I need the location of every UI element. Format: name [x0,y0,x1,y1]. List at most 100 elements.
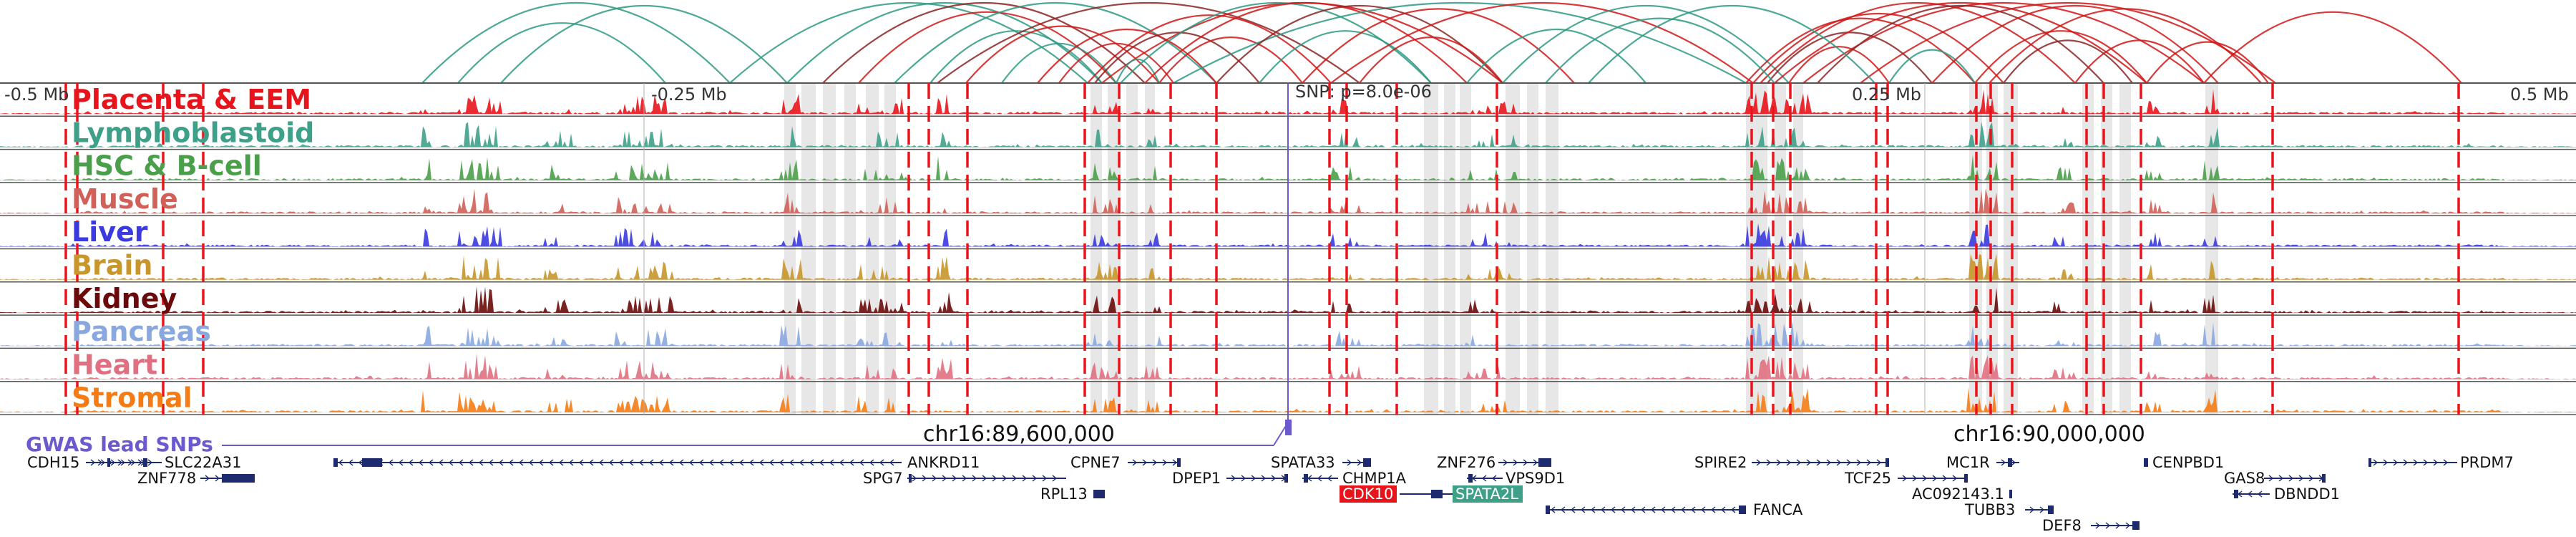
snp-marker-lines [64,83,2460,415]
strand-arrow [839,459,844,466]
strand-arrow [2115,522,2121,529]
strand-arrow [1172,459,1178,466]
chromatin-loop [421,1,731,84]
axis-tick-minus-0-5: -0.5 Mb [4,84,69,105]
chromatin-loop [1974,30,2147,84]
strand-arrow [698,459,704,466]
axis-ticks: -0.5 Mb -0.25 Mb 0.25 Mb 0.5 Mb SNP: p=8… [4,82,2569,105]
gene-exon [1431,490,1443,498]
strand-arrow [438,459,444,466]
strand-arrow [2011,459,2016,466]
strand-arrow [618,459,624,466]
strand-arrow [1491,475,1497,482]
gene-label-mc1r: MC1R [1946,454,1990,471]
gene-exon [1885,458,1889,467]
strand-arrow [922,475,927,482]
strand-arrow [215,475,220,482]
strand-arrow [849,459,854,466]
strand-arrow [97,459,103,466]
strand-arrow [468,459,474,466]
strand-arrow [568,459,574,466]
strand-arrow [1710,506,1716,513]
strand-arrow [1620,506,1626,513]
strand-arrow [728,459,734,466]
chromatin-loop [1001,42,1117,84]
track-label-5: Brain [72,250,152,281]
strand-arrow [1922,475,1928,482]
strand-arrow [2298,475,2304,482]
chromatin-loop [1989,8,2262,84]
axis-tick-0-25: 0.25 Mb [1852,84,1921,105]
signal-track-2 [0,155,2576,180]
track-label-6: Kidney [72,283,177,314]
strand-arrow [1836,459,1842,466]
strand-arrow [558,459,564,466]
gene-exon [2322,474,2326,483]
gene-label-ac092143-1: AC092143.1 [1912,485,2004,503]
strand-arrow [809,459,814,466]
chromatin-loop [1037,29,1217,84]
strand-arrow [1261,475,1267,482]
gene-exon [1538,458,1551,467]
strand-arrow [1347,459,1352,466]
strand-arrow [1866,459,1872,466]
strand-arrow [1231,475,1236,482]
strand-arrow [708,459,714,466]
strand-arrow [1162,459,1168,466]
strand-arrow [668,459,674,466]
gene-exon [1739,505,1746,514]
strand-arrow [992,475,997,482]
gene-label-tcf25: TCF25 [1844,470,1891,487]
strand-arrow [1786,459,1792,466]
strand-arrow [789,459,794,466]
strand-arrow [859,459,864,466]
strand-arrow [205,475,210,482]
strand-arrow [648,459,654,466]
gene-exon [1284,474,1288,483]
gene-exon [107,458,110,467]
strand-arrow [2095,522,2101,529]
chromatin-loop [1259,30,1432,84]
strand-arrow [1570,506,1576,513]
strand-arrow [769,459,774,466]
strand-arrow [358,459,364,466]
strand-arrow [418,459,424,466]
strand-arrow [1912,475,1918,482]
strand-arrow [488,459,494,466]
chromatin-loop [894,1,1217,84]
strand-arrow [1251,475,1257,482]
strand-arrow [538,459,544,466]
chromatin-loop [1173,1,1747,84]
chromatin-loop [1101,1,1503,84]
gene-label-cdk10: CDK10 [1342,485,1393,503]
strand-arrow [889,459,894,466]
gene-label-spata33: SPATA33 [1271,454,1335,471]
chromatin-loop [1588,5,1875,84]
strand-arrow [1766,459,1772,466]
chromatin-loop [786,1,1103,84]
strand-arrow [1317,475,1322,482]
coordinate-label-right: chr16:90,000,000 [1953,422,2145,447]
chromatin-loop [2146,41,2269,84]
strand-arrow [598,459,604,466]
strand-arrow [1640,506,1646,513]
strand-arrow [678,459,684,466]
gwas-lead-snps: GWAS lead SNPs [26,420,1292,456]
gene-label-fanca: FANCA [1753,501,1803,518]
strand-arrow [738,459,744,466]
strand-arrow [408,459,414,466]
track-label-8: Heart [72,349,157,380]
strand-arrow [1700,506,1706,513]
track-label-4: Liver [72,216,148,248]
strand-arrow [1052,475,1058,482]
chromatin-loop [1502,5,1790,84]
strand-arrow [942,475,947,482]
strand-arrow [147,459,153,466]
strand-arrow [2257,490,2263,498]
chromatin-loop [500,5,788,84]
gene-exon [2368,458,2371,467]
strand-arrow [1846,459,1852,466]
gene-exon [2144,458,2148,467]
gene-exon [1177,458,1181,467]
